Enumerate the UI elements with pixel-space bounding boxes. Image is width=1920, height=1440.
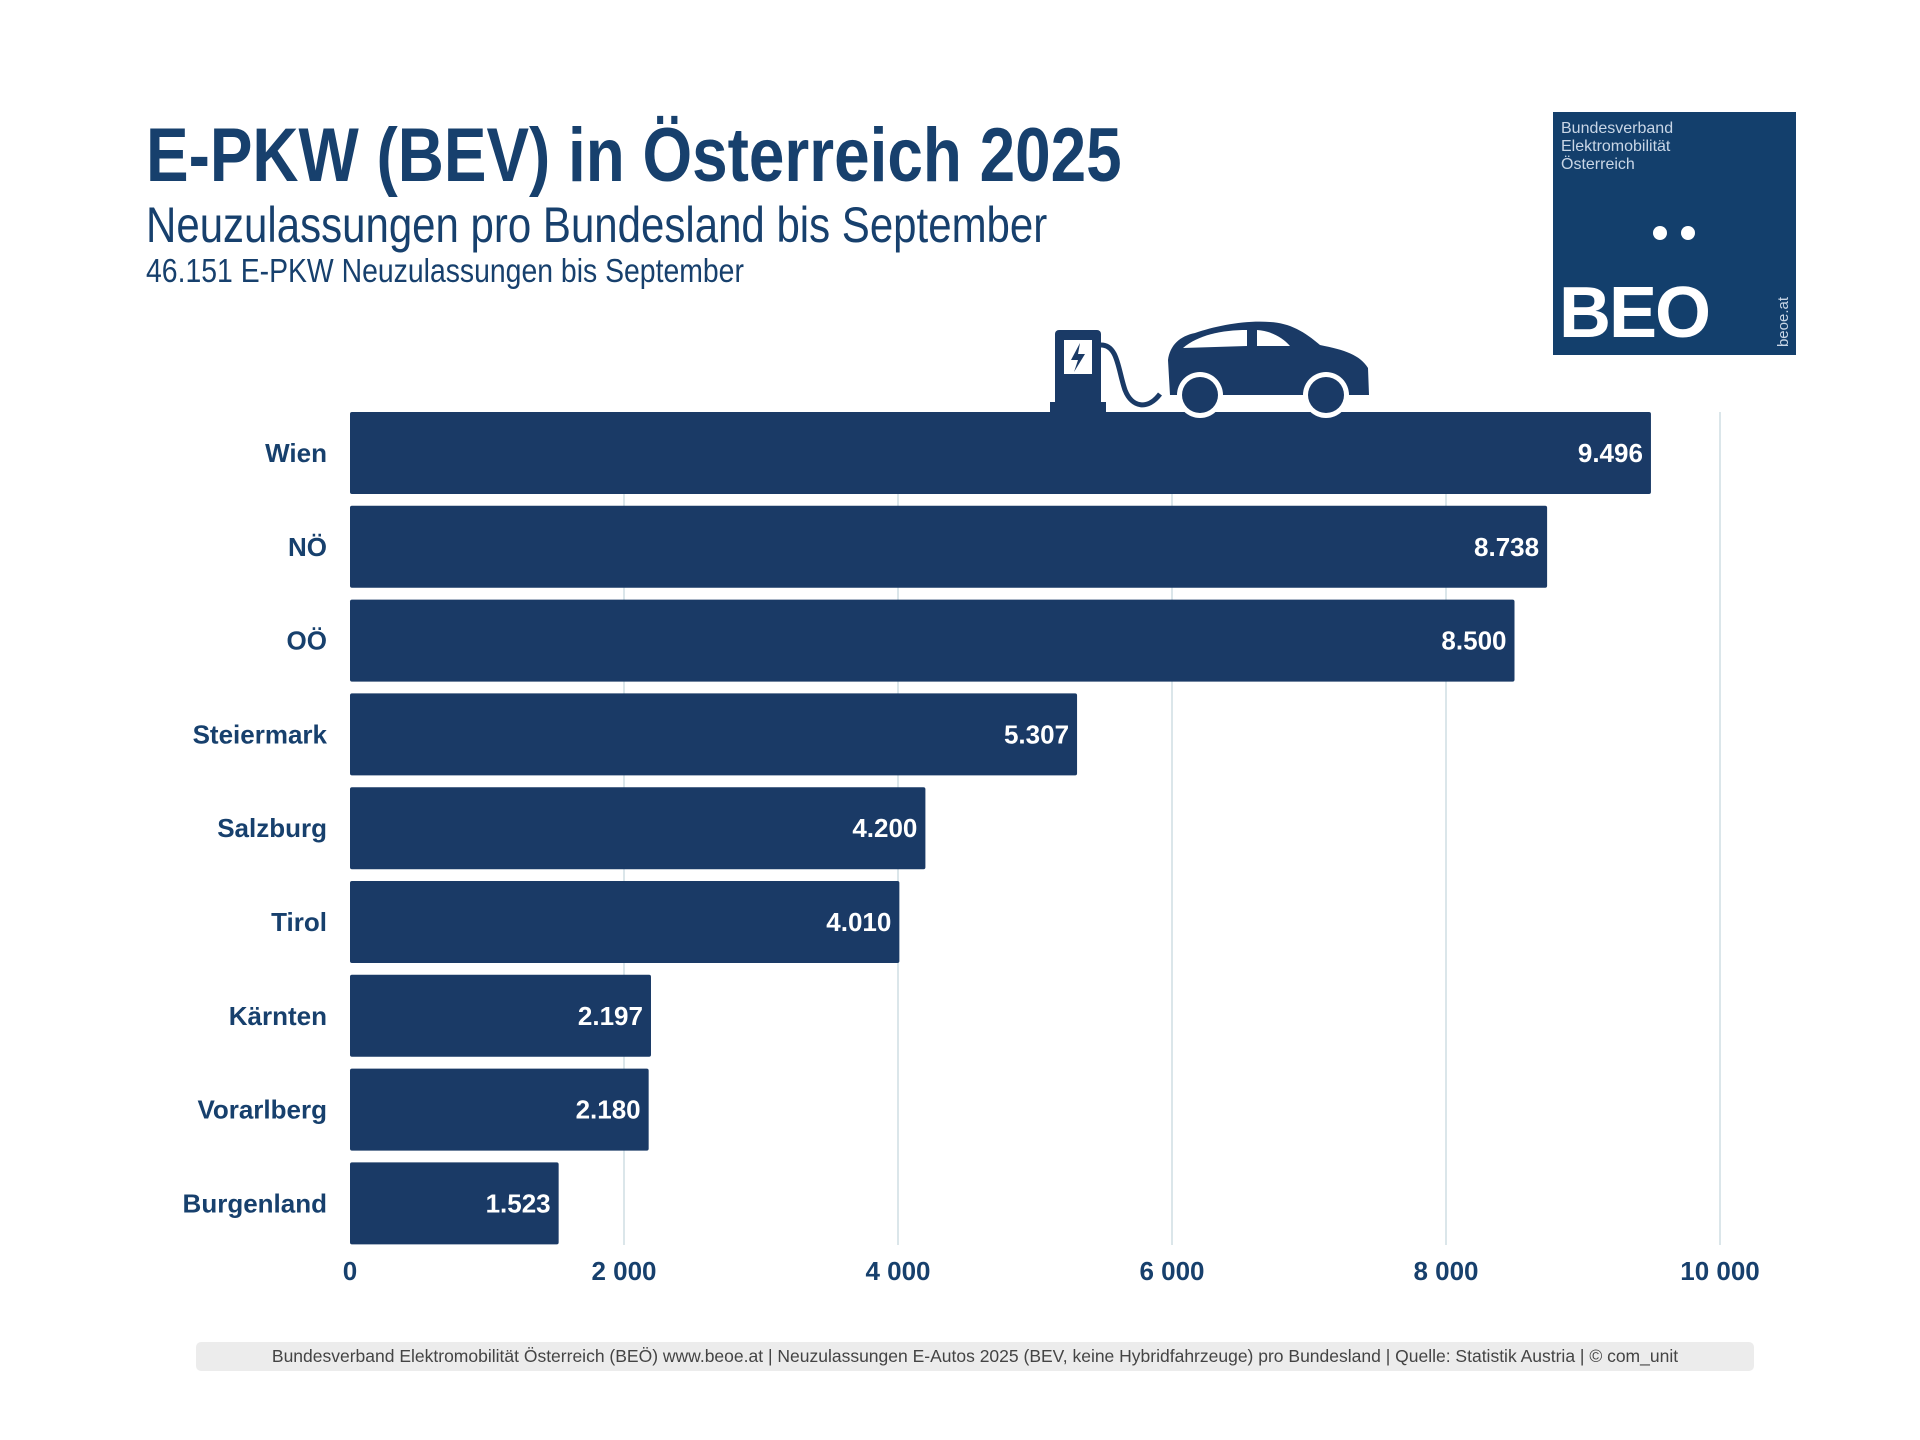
ev-charging-car-icon (1050, 321, 1369, 418)
value-label: 4.010 (826, 907, 891, 937)
bar (350, 1162, 559, 1245)
value-label: 8.738 (1474, 532, 1539, 562)
x-tick-label: 0 (343, 1256, 357, 1286)
logo-line: Bundesverband (1561, 120, 1674, 137)
category-label: Vorarlberg (197, 1095, 327, 1125)
chart-title: E-PKW (BEV) in Österreich 2025 (146, 113, 1122, 198)
value-label: 8.500 (1441, 626, 1506, 656)
category-label: Kärnten (229, 1001, 327, 1031)
bar (350, 599, 1515, 682)
x-tick-label: 6 000 (1139, 1256, 1204, 1286)
bar (350, 787, 926, 870)
category-label: Salzburg (217, 813, 327, 843)
category-label: OÖ (287, 626, 327, 656)
category-label: NÖ (288, 532, 327, 562)
bar (350, 881, 900, 963)
x-tick-label: 10 000 (1680, 1256, 1760, 1286)
category-label: Burgenland (183, 1188, 327, 1218)
category-label: Tirol (271, 907, 327, 937)
bar (350, 693, 1078, 776)
value-label: 5.307 (1004, 719, 1069, 749)
category-label: Steiermark (193, 719, 328, 749)
bar (350, 1068, 649, 1151)
logo-wordmark: BEO (1559, 273, 1711, 353)
bar (350, 412, 1651, 494)
bar (350, 974, 651, 1057)
value-label: 4.200 (852, 813, 917, 843)
x-tick-label: 2 000 (591, 1256, 656, 1286)
category-label: Wien (265, 438, 327, 468)
beo-logo: Bundesverband Elektromobilität Österreic… (1553, 112, 1796, 355)
bar (350, 505, 1548, 588)
value-label: 2.197 (578, 1001, 643, 1031)
value-label: 1.523 (486, 1188, 551, 1218)
logo-org-name: Bundesverband Elektromobilität Österreic… (1561, 120, 1673, 174)
logo-line: Österreich (1561, 156, 1635, 173)
x-tick-label: 8 000 (1413, 1256, 1478, 1286)
value-label: 2.180 (576, 1095, 641, 1125)
logo-dots (1653, 226, 1709, 245)
value-label: 9.496 (1578, 438, 1643, 468)
chart-subline: 46.151 E-PKW Neuzulassungen bis Septembe… (146, 252, 744, 289)
x-tick-label: 4 000 (865, 1256, 930, 1286)
footer-source-note: Bundesverband Elektromobilität Österreic… (196, 1342, 1754, 1371)
logo-line: Elektromobilität (1561, 138, 1671, 155)
chart-subtitle: Neuzulassungen pro Bundesland bis Septem… (146, 197, 1048, 253)
